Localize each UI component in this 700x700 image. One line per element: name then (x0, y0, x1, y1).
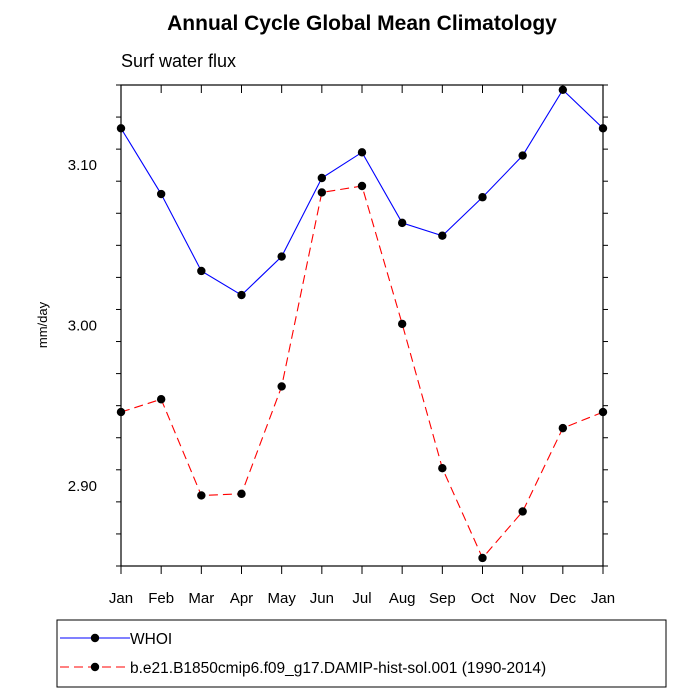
data-point (277, 382, 286, 391)
data-point (438, 463, 447, 473)
data-point (478, 553, 487, 563)
x-tick-label: Jan (109, 590, 133, 607)
chart-subtitle: Surf water flux (121, 51, 236, 71)
data-point (598, 124, 608, 133)
x-tick-label: Sep (429, 590, 456, 607)
y-tick-label: 2.90 (68, 478, 97, 495)
plot-series (116, 85, 608, 563)
x-tick-label: Oct (471, 590, 495, 607)
legend: WHOI b.e21.B1850cmip6.f09_g17.DAMIP-hist-… (56, 619, 667, 688)
data-point (156, 189, 166, 199)
y-axis-label: mm/day (35, 301, 50, 348)
data-point (317, 173, 327, 183)
chart-title: Annual Cycle Global Mean Climatology (167, 12, 557, 35)
y-tick-labels: 2.90 3.00 3.10 (68, 157, 97, 495)
data-point (518, 507, 527, 516)
legend-items: WHOI b.e21.B1850cmip6.f09_g17.DAMIP-hist-… (60, 631, 546, 677)
y-tick-label: 3.10 (68, 157, 97, 174)
data-point (478, 193, 487, 202)
x-tick-label: Dec (549, 590, 576, 607)
x-tick-label: Feb (148, 590, 174, 607)
series-line-2 (120, 185, 604, 559)
data-point (598, 407, 608, 417)
x-tick-label: Jun (310, 590, 334, 607)
legend-marker-2 (90, 662, 100, 672)
data-point (317, 188, 327, 197)
data-point (116, 124, 126, 133)
legend-label-1: WHOI (130, 631, 172, 648)
x-tick-label: Mar (188, 590, 214, 607)
x-tick-label: Apr (230, 590, 253, 607)
data-point (357, 181, 367, 191)
data-point (277, 252, 286, 261)
data-point (438, 231, 447, 240)
data-point (558, 423, 568, 433)
legend-marker-1 (90, 633, 100, 643)
x-tick-label: Nov (509, 590, 536, 607)
data-point (397, 218, 407, 228)
data-point (116, 407, 126, 417)
data-point (237, 489, 246, 499)
y-tick-label: 3.00 (68, 318, 97, 335)
data-point (397, 319, 407, 329)
data-point (156, 395, 166, 404)
series-line-1 (120, 88, 604, 296)
x-tick-labels: Jan Feb Mar Apr May Jun Jul Aug Sep Oct Nov Dec Jan (109, 590, 615, 607)
legend-label-2: b.e21.B1850cmip6.f09_g17.DAMIP-hist-sol.… (130, 660, 546, 677)
plot-frame (120, 84, 604, 567)
x-tick-label: Jan (591, 590, 615, 607)
data-point (237, 290, 246, 300)
x-tick-label: May (267, 590, 296, 607)
legend-box (56, 619, 667, 688)
data-point (197, 491, 206, 500)
x-tick-label: Jul (352, 590, 371, 607)
plot-ticks (116, 84, 608, 574)
data-point (197, 266, 206, 276)
data-point (558, 85, 568, 95)
data-point (357, 148, 367, 157)
x-tick-label: Aug (389, 590, 416, 607)
data-point (518, 151, 527, 160)
